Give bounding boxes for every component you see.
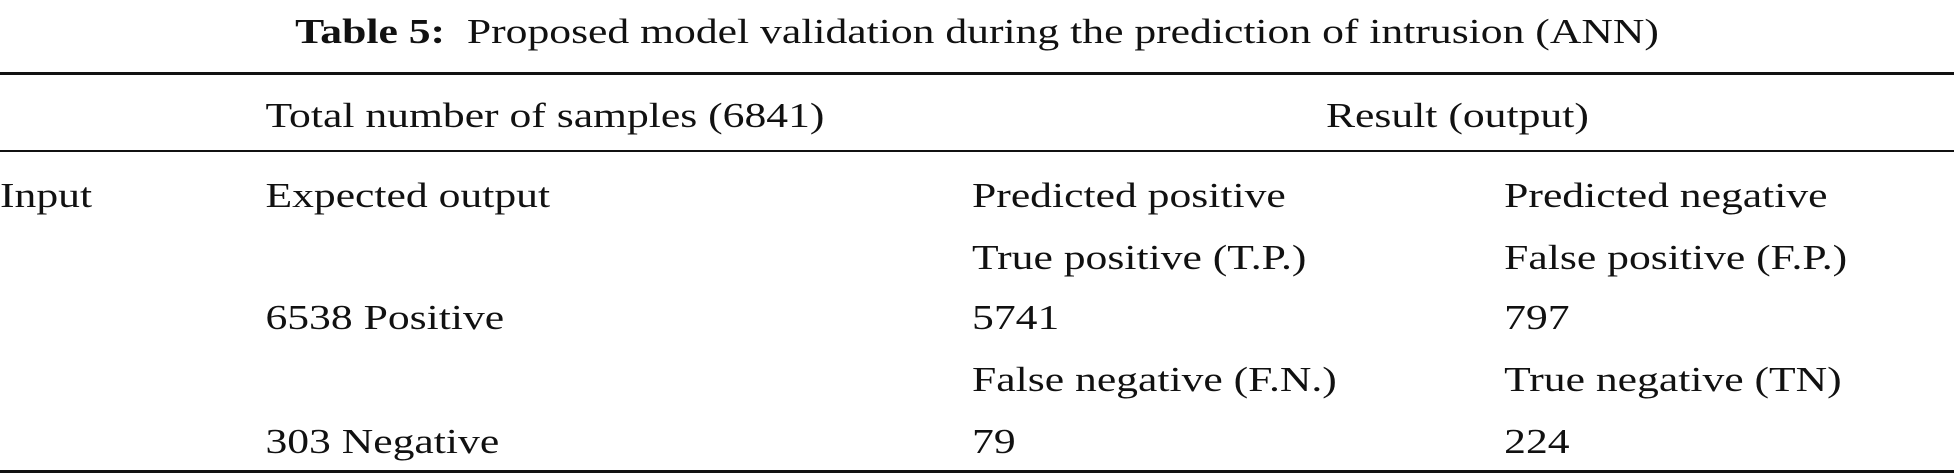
- cell: False positive (F.P.): [1504, 238, 1848, 277]
- mid-rule: [0, 150, 1954, 152]
- cell: Input: [0, 176, 93, 215]
- cell: 5741: [972, 298, 1060, 337]
- cell: 303 Negative: [265, 422, 500, 461]
- cell: 224: [1504, 422, 1570, 461]
- cell: 79: [972, 422, 1016, 461]
- caption-text: Proposed model validation during the pre…: [466, 12, 1659, 51]
- cell: Predicted positive: [972, 176, 1286, 215]
- caption-label: Table 5:: [295, 12, 446, 51]
- header-result: Result (output): [1325, 96, 1589, 135]
- cell: 797: [1504, 298, 1570, 337]
- bottom-rule: [0, 470, 1954, 473]
- header-samples: Total number of samples (6841): [265, 96, 825, 135]
- cell: Predicted negative: [1504, 176, 1828, 215]
- cell: False negative (F.N.): [972, 360, 1337, 399]
- cell: Expected output: [265, 176, 551, 215]
- top-rule: [0, 72, 1954, 75]
- cell: True positive (T.P.): [972, 238, 1307, 277]
- cell: 6538 Positive: [265, 298, 505, 337]
- cell: True negative (TN): [1504, 360, 1842, 399]
- table-caption: Table 5: Proposed model validation durin…: [0, 14, 1954, 49]
